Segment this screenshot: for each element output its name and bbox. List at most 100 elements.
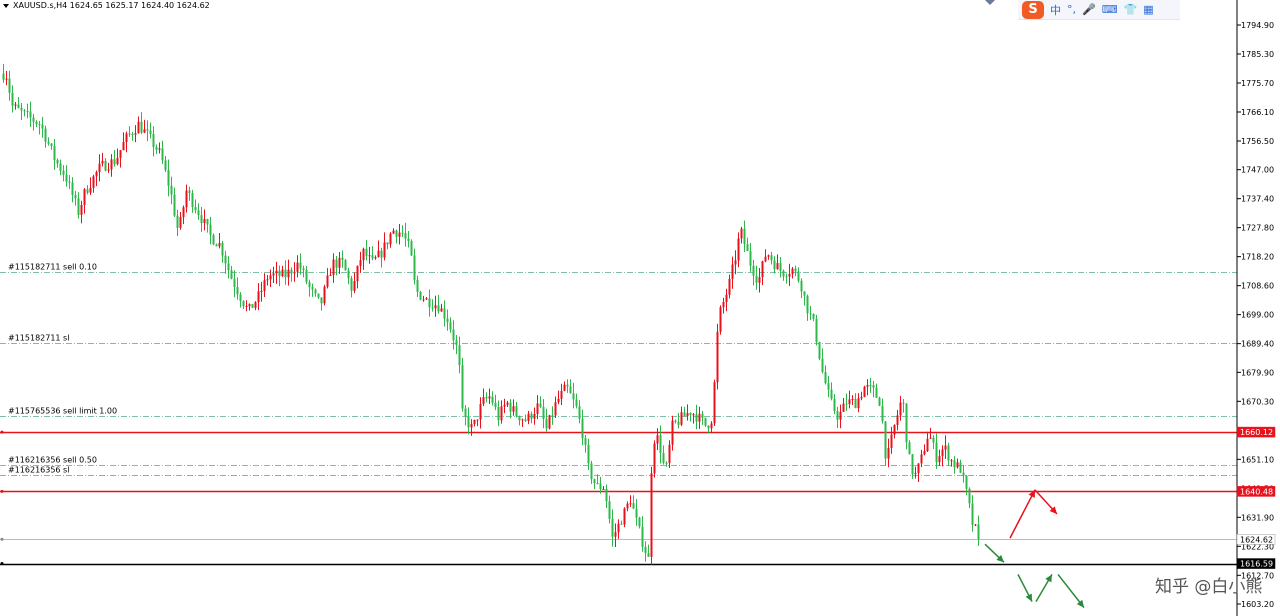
ime-lang-toggle[interactable]: 中 — [1050, 3, 1061, 17]
candle-body — [578, 406, 581, 419]
candle-body — [464, 408, 467, 417]
axis-tick-label: 1603.20 — [1241, 600, 1274, 609]
candle-body — [341, 257, 344, 260]
candle-body — [119, 150, 122, 158]
candle-body — [893, 424, 896, 435]
candle-body — [338, 257, 341, 268]
candle-body — [416, 279, 419, 292]
apps-icon[interactable]: ▦ — [1143, 3, 1154, 16]
candle-body — [305, 270, 308, 283]
candle-body — [875, 387, 878, 398]
horizontal-lines-layer — [0, 430, 1237, 566]
candle-body — [878, 397, 881, 406]
candle-body — [434, 305, 437, 309]
price-axis[interactable]: 1794.90 1785.30 1775.70 1766.10 1756.50 1747.… — [1236, 21, 1276, 609]
candle-body — [158, 148, 161, 150]
candle-body — [260, 290, 263, 292]
projection-arrow[interactable] — [1009, 489, 1036, 539]
candle-body — [431, 307, 434, 309]
candle-body — [272, 273, 275, 276]
candle-body — [296, 262, 299, 272]
candle-body — [485, 397, 488, 399]
candle-body — [785, 276, 788, 278]
candle-body — [218, 243, 221, 247]
candle-body — [530, 413, 533, 419]
candle-body — [539, 403, 542, 407]
candle-body — [41, 124, 44, 129]
projection-arrowhead — [1025, 593, 1032, 602]
candle-body — [356, 265, 359, 282]
candle-body — [959, 462, 962, 473]
candle-body — [182, 207, 185, 218]
candle-body — [695, 414, 698, 422]
candle-body — [176, 215, 179, 228]
candle-body — [764, 256, 767, 262]
skin-icon[interactable]: 👕 — [1123, 3, 1138, 16]
candle-body — [869, 385, 872, 387]
candle-body — [791, 268, 794, 275]
candle-body — [740, 228, 743, 239]
microphone-icon[interactable]: 🎤 — [1082, 3, 1096, 16]
candle-body — [734, 260, 737, 265]
candle-body — [629, 503, 632, 505]
candle-body — [689, 413, 692, 415]
candle-body — [797, 271, 800, 281]
candle-body — [77, 198, 80, 215]
price-marker-label: 1624.62 — [1240, 535, 1273, 544]
candle-body — [926, 438, 929, 452]
ime-punct-toggle[interactable]: °, — [1067, 3, 1076, 16]
candle-body — [269, 275, 272, 280]
candle-body — [206, 219, 209, 225]
candle-body — [908, 442, 911, 455]
candle-body — [335, 259, 338, 268]
price-marker-label: 1640.48 — [1240, 487, 1273, 496]
axis-tick-label: 1622.30 — [1241, 542, 1274, 551]
candle-body — [188, 190, 191, 193]
candle-body — [56, 160, 59, 164]
keyboard-icon[interactable]: ⌨ — [1101, 3, 1118, 16]
candle-body — [794, 268, 797, 272]
candle-body — [620, 523, 623, 525]
candle-body — [923, 451, 926, 455]
candle-body — [962, 472, 965, 476]
candle-body — [491, 396, 494, 403]
candle-body — [311, 287, 314, 290]
candle-body — [284, 269, 287, 278]
candle-body — [575, 399, 578, 407]
candle-body — [44, 128, 47, 142]
candle-body — [161, 148, 164, 161]
candle-body — [521, 419, 524, 421]
candle-body — [833, 398, 836, 412]
candle-body — [821, 358, 824, 372]
candle-body — [872, 385, 875, 388]
caret-down-icon[interactable] — [3, 3, 9, 8]
candle-body — [569, 386, 572, 394]
candle-body — [326, 275, 329, 287]
candle-body — [542, 406, 545, 419]
dropdown-indicator-icon[interactable] — [985, 0, 995, 5]
candle-body — [59, 163, 62, 171]
candle-body — [920, 454, 923, 464]
candle-body — [698, 413, 701, 422]
candle-body — [212, 234, 215, 245]
candle-body — [752, 265, 755, 276]
ime-toolbar[interactable]: S 中 °, 🎤 ⌨ 👕 ▦ — [1018, 0, 1180, 20]
candle-body — [524, 419, 527, 421]
candle-body — [680, 412, 683, 425]
candle-body — [545, 418, 548, 429]
candle-body — [809, 313, 812, 315]
candle-body — [770, 255, 773, 261]
candle-body — [518, 416, 521, 421]
candle-body — [773, 260, 776, 270]
candle-body — [953, 460, 956, 468]
ime-logo-icon[interactable]: S — [1022, 0, 1044, 19]
candle-body — [860, 396, 863, 399]
candle-body — [506, 402, 509, 405]
candle-body — [38, 123, 41, 125]
candle-body — [125, 133, 128, 143]
candle-body — [608, 501, 611, 519]
axis-tick-label: 1718.20 — [1241, 253, 1274, 262]
candle-body — [476, 419, 479, 421]
candle-body — [722, 302, 725, 308]
